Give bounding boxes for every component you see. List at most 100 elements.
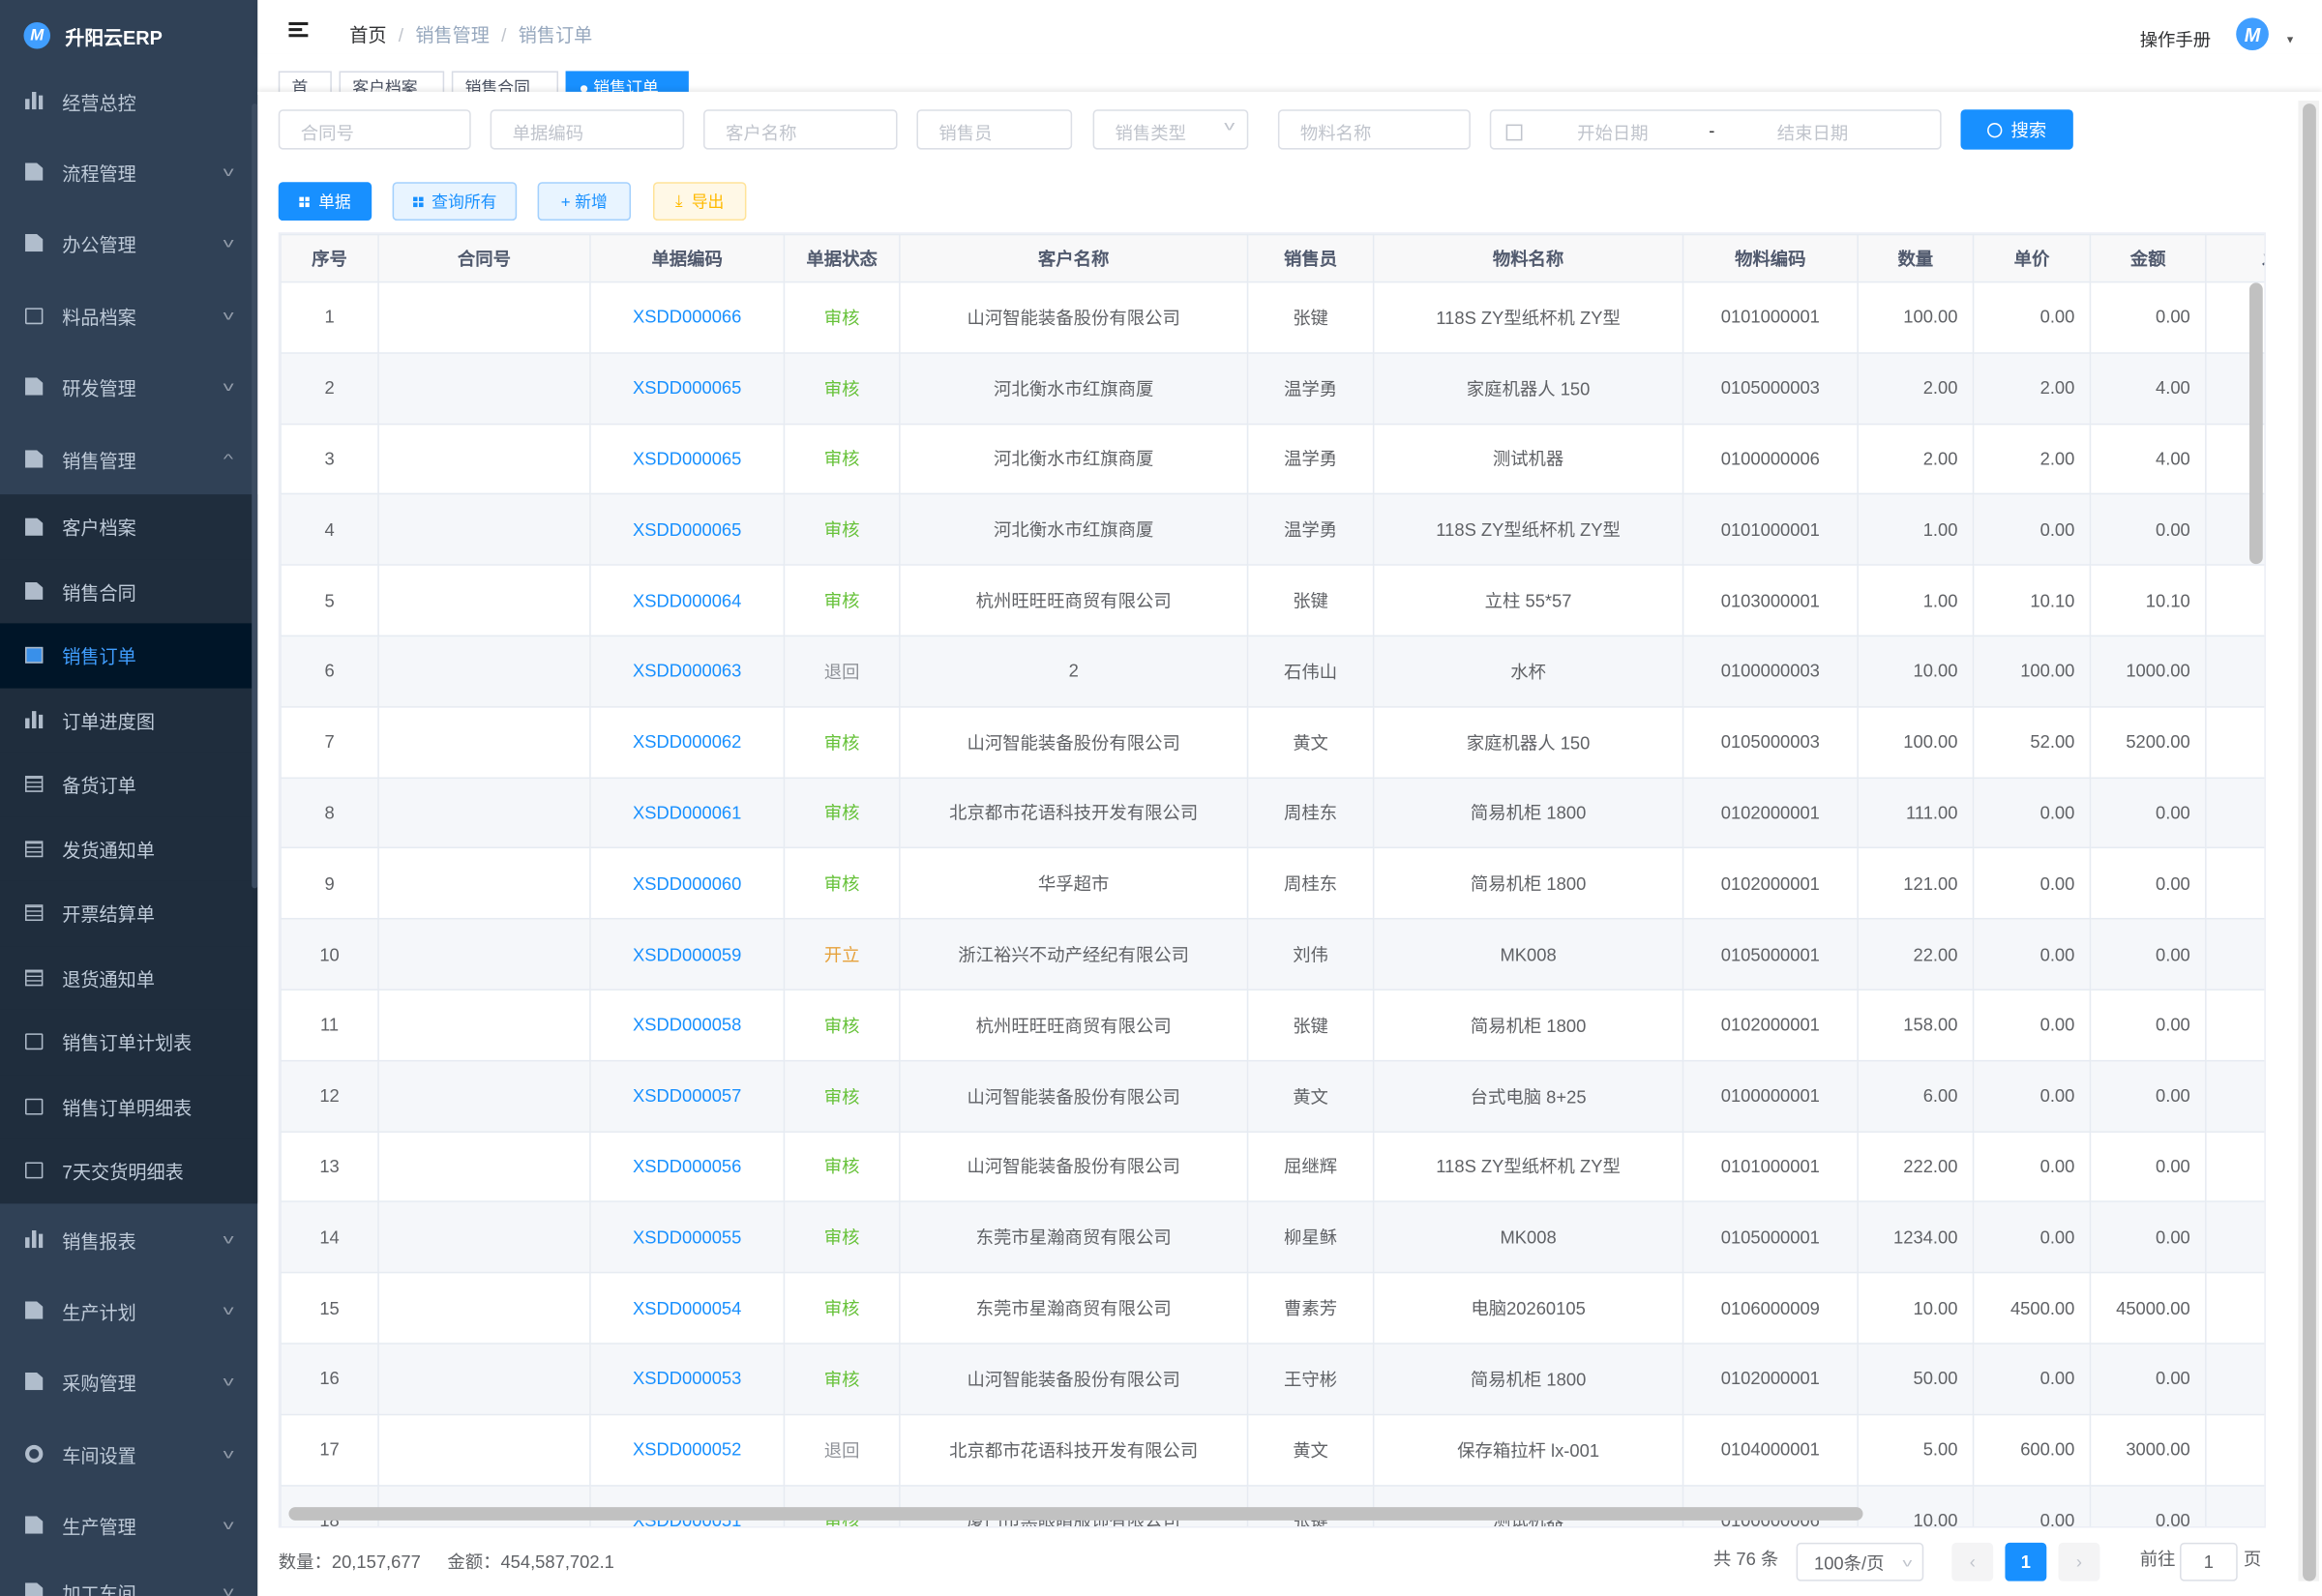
- sidebar-item-销售报表[interactable]: 销售报表 v: [0, 1203, 257, 1274]
- bill-code[interactable]: XSDD000065: [589, 493, 786, 566]
- sidebar-item-销售订单[interactable]: 销售订单: [0, 623, 258, 689]
- column-header[interactable]: 物料名称: [1372, 233, 1684, 283]
- contract-no-input[interactable]: 合同号: [278, 109, 471, 150]
- page-scrollbar-thumb[interactable]: [2303, 103, 2316, 1581]
- hamburger-icon[interactable]: [288, 21, 309, 38]
- bill-code[interactable]: XSDD000061: [589, 776, 786, 849]
- sidebar-item-生产计划[interactable]: 生产计划 v: [0, 1275, 257, 1345]
- column-header[interactable]: 销售员: [1246, 233, 1375, 283]
- caret-down-icon[interactable]: ▼: [2284, 35, 2296, 46]
- bill-code-input[interactable]: 单据编码: [490, 109, 685, 150]
- sales-type-select[interactable]: 销售类型 v: [1092, 109, 1249, 150]
- material-input[interactable]: 物料名称: [1277, 109, 1471, 150]
- sidebar-item-备货订单[interactable]: 备货订单: [0, 752, 258, 817]
- sidebar-item-订单进度图[interactable]: 订单进度图: [0, 687, 258, 753]
- sidebar-item-经营总控[interactable]: 经营总控: [0, 65, 257, 135]
- column-header[interactable]: 发货: [2205, 233, 2265, 283]
- sidebar-scrollbar[interactable]: [252, 103, 258, 889]
- bill-code[interactable]: XSDD000055: [589, 1200, 786, 1274]
- start-date-input[interactable]: 开始日期: [1577, 123, 1649, 144]
- column-header[interactable]: 序号: [280, 233, 379, 283]
- date-range-picker[interactable]: 开始日期 - 结束日期: [1489, 109, 1942, 150]
- sidebar-item-客户档案[interactable]: 客户档案: [0, 494, 258, 559]
- end-date-input[interactable]: 结束日期: [1776, 123, 1849, 144]
- table-row[interactable]: 14 XSDD000055 审核 东莞市星瀚商贸有限公司 柳星稣 MK008 0105000…: [280, 1200, 2265, 1274]
- bill-code[interactable]: XSDD000054: [589, 1272, 786, 1345]
- avatar[interactable]: M: [2236, 17, 2269, 51]
- table-horizontal-scrollbar[interactable]: [288, 1507, 1863, 1521]
- bill-code[interactable]: XSDD000052: [589, 1413, 786, 1487]
- sidebar-item-销售管理[interactable]: 销售管理 ^: [0, 424, 257, 494]
- bill-code[interactable]: XSDD000066: [589, 281, 786, 354]
- sidebar-item-采购管理[interactable]: 采购管理 v: [0, 1345, 257, 1416]
- column-header[interactable]: 客户名称: [899, 233, 1249, 283]
- table-row[interactable]: 7 XSDD000062 审核 山河智能装备股份有限公司 黄文 家庭机器人 150 0105…: [280, 705, 2265, 779]
- tab-sales-order[interactable]: ● 销售订单: [565, 71, 689, 95]
- table-row[interactable]: 13 XSDD000056 审核 山河智能装备股份有限公司 屈继辉 118S ZY型纸杯机…: [280, 1130, 2265, 1203]
- sidebar-item-退货通知单[interactable]: 退货通知单: [0, 945, 258, 1011]
- column-header[interactable]: 单据编码: [589, 233, 786, 283]
- bill-code[interactable]: XSDD000060: [589, 847, 786, 920]
- column-header[interactable]: 合同号: [377, 233, 591, 283]
- bill-code[interactable]: XSDD000065: [589, 351, 786, 425]
- breadcrumb-home[interactable]: 首页: [349, 25, 387, 46]
- page-size-select[interactable]: 100条/页 v: [1796, 1542, 1924, 1581]
- breadcrumb-sales[interactable]: 销售管理: [415, 25, 490, 46]
- table-row[interactable]: 15 XSDD000054 审核 东莞市星瀚商贸有限公司 曹素芳 电脑20260105 01…: [280, 1272, 2265, 1345]
- table-vertical-scrollbar[interactable]: [2248, 282, 2263, 565]
- table-row[interactable]: 4 XSDD000065 审核 河北衡水市红旗商厦 温学勇 118S ZY型纸杯机 ZY型…: [280, 493, 2265, 566]
- prev-page-button[interactable]: ‹: [1951, 1542, 1994, 1581]
- column-header[interactable]: 数量: [1857, 233, 1975, 283]
- table-row[interactable]: 8 XSDD000061 审核 北京都市花语科技开发有限公司 周桂东 简易机柜 1800 0…: [280, 776, 2265, 849]
- sidebar-item-销售合同[interactable]: 销售合同: [0, 558, 258, 624]
- bill-code[interactable]: XSDD000063: [589, 635, 786, 708]
- table-row[interactable]: 17 XSDD000052 退回 北京都市花语科技开发有限公司 黄文 保存箱拉杆 lx-0…: [280, 1413, 2265, 1487]
- bill-code[interactable]: XSDD000059: [589, 918, 786, 990]
- table-row[interactable]: 5 XSDD000064 审核 杭州旺旺旺商贸有限公司 张键 立柱 55*57 010300…: [280, 564, 2265, 637]
- table-row[interactable]: 10 XSDD000059 开立 浙江裕兴不动产经纪有限公司 刘伟 MK008 010500…: [280, 918, 2265, 990]
- sidebar-item-流程管理[interactable]: 流程管理 v: [0, 136, 257, 207]
- sidebar-item-销售订单明细表[interactable]: 销售订单明细表: [0, 1074, 258, 1139]
- sidebar-item-发货通知单[interactable]: 发货通知单: [0, 816, 258, 881]
- bill-code[interactable]: XSDD000056: [589, 1130, 786, 1203]
- customer-input[interactable]: 客户名称: [703, 109, 898, 150]
- sidebar-item-研发管理[interactable]: 研发管理 v: [0, 351, 257, 422]
- tab-customer[interactable]: 客户档案: [339, 71, 445, 95]
- bill-code[interactable]: XSDD000065: [589, 423, 786, 495]
- goto-page-input[interactable]: 1: [2180, 1542, 2238, 1581]
- bill-code[interactable]: XSDD000064: [589, 564, 786, 637]
- sidebar-item-加工车间[interactable]: 加工车间 v: [0, 1556, 257, 1596]
- table-row[interactable]: 1 XSDD000066 审核 山河智能装备股份有限公司 张键 118S ZY型纸杯机 Z…: [280, 281, 2265, 354]
- table-row[interactable]: 2 XSDD000065 审核 河北衡水市红旗商厦 温学勇 家庭机器人 150 010500…: [280, 351, 2265, 425]
- bill-button[interactable]: 单据: [278, 182, 372, 222]
- sidebar-item-7天交货明细表[interactable]: 7天交货明细表: [0, 1138, 258, 1203]
- export-button[interactable]: ⤓ 导出: [652, 182, 747, 222]
- sidebar-item-开票结算单[interactable]: 开票结算单: [0, 880, 258, 946]
- search-button[interactable]: 搜索: [1960, 109, 2073, 150]
- table-row[interactable]: 11 XSDD000058 审核 杭州旺旺旺商贸有限公司 张键 简易机柜 1800 0102…: [280, 989, 2265, 1062]
- table-row[interactable]: 3 XSDD000065 审核 河北衡水市红旗商厦 温学勇 测试机器 0100000006 2…: [280, 423, 2265, 495]
- table-row[interactable]: 12 XSDD000057 审核 山河智能装备股份有限公司 黄文 台式电脑 8+25 010…: [280, 1059, 2265, 1133]
- page-scrollbar[interactable]: [2298, 101, 2319, 1581]
- manual-link[interactable]: 操作手册: [2139, 29, 2212, 51]
- sidebar-item-车间设置[interactable]: 车间设置 v: [0, 1418, 257, 1489]
- sidebar-item-料品档案[interactable]: 料品档案 v: [0, 280, 257, 350]
- sidebar-item-办公管理[interactable]: 办公管理 v: [0, 207, 257, 278]
- tab-contract[interactable]: 销售合同: [451, 71, 559, 95]
- column-header[interactable]: 单据状态: [783, 233, 901, 283]
- table-row[interactable]: 16 XSDD000053 审核 山河智能装备股份有限公司 王守彬 简易机柜 1800 01…: [280, 1343, 2265, 1415]
- query-all-button[interactable]: 查询所有: [392, 182, 518, 222]
- page-1-button[interactable]: 1: [2005, 1542, 2047, 1581]
- bill-code[interactable]: XSDD000057: [589, 1059, 786, 1133]
- tab-home[interactable]: 首页: [278, 71, 332, 95]
- bill-code[interactable]: XSDD000062: [589, 705, 786, 779]
- salesman-input[interactable]: 销售员: [916, 109, 1073, 150]
- bill-code[interactable]: XSDD000058: [589, 989, 786, 1062]
- add-button[interactable]: + 新增: [537, 182, 632, 222]
- column-header[interactable]: 物料编码: [1682, 233, 1859, 283]
- next-page-button[interactable]: ›: [2058, 1542, 2100, 1581]
- table-row[interactable]: 9 XSDD000060 审核 华孚超市 周桂东 简易机柜 1800 0102000001 1…: [280, 847, 2265, 920]
- sidebar-item-销售订单计划表[interactable]: 销售订单计划表: [0, 1009, 258, 1075]
- sidebar-item-生产管理[interactable]: 生产管理 v: [0, 1490, 257, 1560]
- column-header[interactable]: 单价: [1972, 233, 2092, 283]
